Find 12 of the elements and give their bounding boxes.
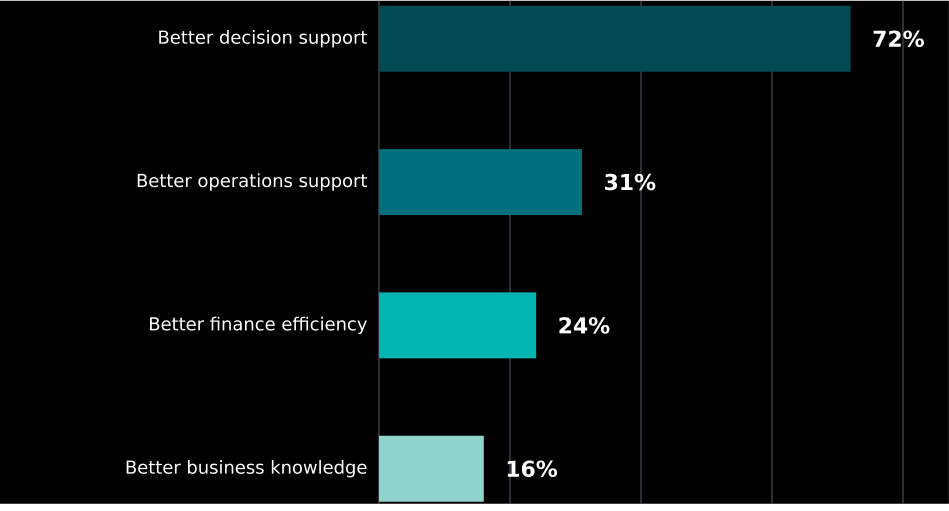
data-label: 16% [508, 460, 558, 478]
y-tick-label: Better business knowledge [126, 460, 366, 478]
bar [378, 436, 484, 502]
data-label: 24% [559, 317, 610, 334]
bar [378, 6, 851, 72]
bar [378, 149, 582, 216]
y-tick-label: Better finance efficiency [150, 316, 367, 334]
y-tick-label: Better decision support [159, 30, 368, 48]
data-label: 72% [874, 30, 924, 48]
data-label: 31% [605, 174, 656, 191]
bar [378, 292, 536, 359]
y-tick-label: Better operations support [138, 174, 368, 191]
